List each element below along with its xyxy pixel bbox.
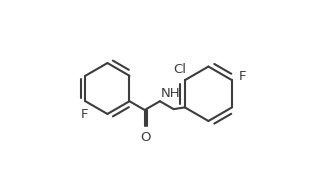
Text: F: F xyxy=(81,108,88,121)
Text: F: F xyxy=(239,70,246,83)
Text: Cl: Cl xyxy=(174,63,187,76)
Text: NH: NH xyxy=(161,87,181,100)
Text: O: O xyxy=(141,131,151,144)
